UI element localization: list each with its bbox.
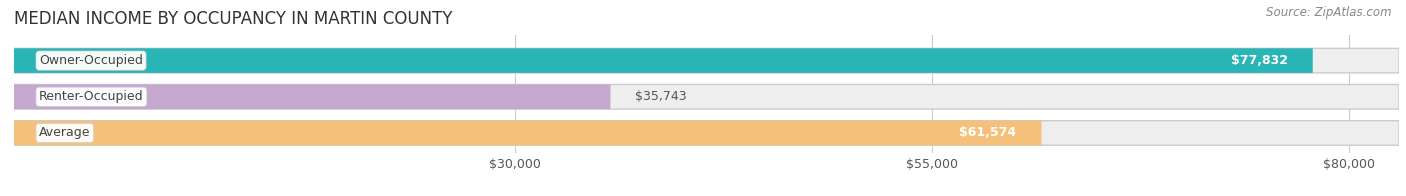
FancyBboxPatch shape (14, 121, 1042, 145)
FancyBboxPatch shape (14, 84, 1399, 109)
Text: Renter-Occupied: Renter-Occupied (39, 90, 143, 103)
Text: MEDIAN INCOME BY OCCUPANCY IN MARTIN COUNTY: MEDIAN INCOME BY OCCUPANCY IN MARTIN COU… (14, 10, 453, 28)
FancyBboxPatch shape (14, 84, 610, 109)
Text: $61,574: $61,574 (959, 126, 1017, 140)
Text: Average: Average (39, 126, 90, 140)
Text: Owner-Occupied: Owner-Occupied (39, 54, 143, 67)
Text: Source: ZipAtlas.com: Source: ZipAtlas.com (1267, 6, 1392, 19)
FancyBboxPatch shape (14, 121, 1399, 145)
FancyBboxPatch shape (14, 48, 1313, 73)
Text: $35,743: $35,743 (636, 90, 688, 103)
FancyBboxPatch shape (14, 48, 1399, 73)
Text: $77,832: $77,832 (1230, 54, 1288, 67)
